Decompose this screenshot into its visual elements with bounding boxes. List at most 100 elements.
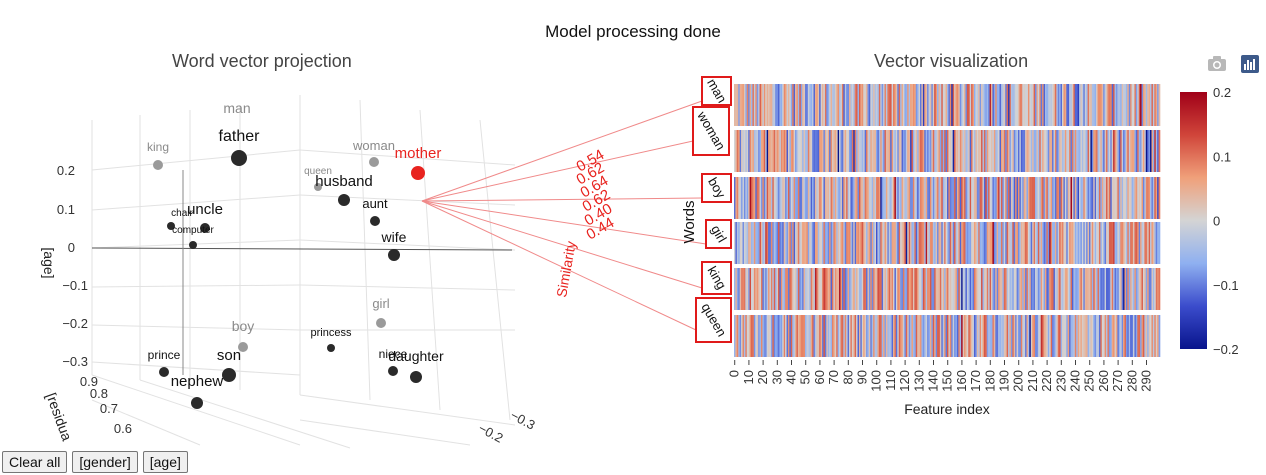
word-point-aunt[interactable]: aunt (362, 196, 388, 226)
heatmap-cell (787, 222, 790, 264)
heatmap-cell (822, 177, 824, 219)
heatmap-cell (751, 268, 753, 310)
word-marker[interactable] (238, 342, 248, 352)
heatmap-row-boy[interactable] (734, 177, 1161, 219)
heatmap-cell (1142, 315, 1145, 357)
heatmap-cell (1144, 177, 1147, 219)
word-marker[interactable] (167, 222, 175, 230)
heatmap-cell (834, 268, 837, 310)
word-marker[interactable] (200, 223, 210, 233)
heatmap-cell (765, 222, 767, 264)
word-point-king[interactable]: king (147, 140, 169, 170)
heatmap-cell (932, 130, 935, 172)
word-marker[interactable] (376, 318, 386, 328)
heatmap-cell (1097, 315, 1100, 357)
heatmap-cell (1121, 268, 1124, 310)
word-point-computer[interactable]: computer (172, 225, 215, 249)
heatmap-cell (860, 268, 863, 310)
heatmap-row-girl[interactable] (734, 222, 1161, 264)
word-marker[interactable] (191, 397, 203, 409)
heatmap-cell (914, 177, 917, 219)
word-point-girl[interactable]: girl (372, 296, 390, 328)
heatmap-cell (1101, 177, 1104, 219)
heatmap-cell (1147, 84, 1149, 126)
heatmap-cell (1039, 177, 1042, 219)
word-point-woman[interactable]: woman (352, 138, 395, 167)
word-marker[interactable] (369, 157, 379, 167)
heatmap-cell (1150, 177, 1152, 219)
heatmap-cell (999, 268, 1002, 310)
word-marker[interactable] (370, 216, 380, 226)
word-point-boy[interactable]: boy (232, 318, 255, 352)
heatmap-cell (895, 84, 898, 126)
heatmap-cell (762, 130, 765, 172)
heatmap-cell (900, 315, 902, 357)
heatmap-cell (806, 177, 809, 219)
word-point-nephew[interactable]: nephew (171, 373, 224, 409)
heatmap-cell (1081, 177, 1084, 219)
word-point-queen[interactable]: queen (304, 166, 332, 191)
heatmap-cell (795, 315, 797, 357)
word-marker[interactable] (410, 371, 422, 383)
word-point-daughter[interactable]: daughter (388, 348, 444, 383)
heatmap-row-king[interactable] (734, 268, 1161, 310)
word-marker[interactable] (388, 366, 398, 376)
heatmap-cell (856, 222, 858, 264)
heatmap-cell (1137, 84, 1139, 126)
word-point-father[interactable]: father (219, 128, 261, 166)
heatmap-cell (822, 130, 824, 172)
heatmap-cell (1052, 222, 1054, 264)
age-axis-button[interactable]: [age] (142, 451, 188, 473)
heatmap-row-man[interactable] (734, 84, 1161, 126)
heatmap-cell (904, 177, 907, 219)
heatmap-cell (969, 130, 972, 172)
word-point-husband[interactable]: husband (315, 173, 373, 206)
word-point-uncle[interactable]: uncle (187, 201, 223, 233)
word-marker[interactable] (189, 241, 197, 249)
heatmap-row-woman[interactable] (734, 130, 1161, 172)
word-marker[interactable] (388, 249, 400, 261)
heatmap-row-queen[interactable] (734, 315, 1161, 357)
heatmap-cell (931, 222, 934, 264)
heatmap-cell (813, 222, 816, 264)
heatmap-cell (822, 268, 824, 310)
heatmap-cell (907, 84, 909, 126)
word-point-chair[interactable]: chair (167, 208, 194, 230)
vector-heatmap[interactable]: 0.540.620.640.620.400.44Similaritymanwom… (0, 0, 1266, 450)
word-point-niece[interactable]: niece (379, 347, 408, 376)
heatmap-cell (854, 222, 857, 264)
heatmap-cell (978, 84, 980, 126)
word-point-princess[interactable]: princess (311, 327, 352, 352)
word-marker[interactable] (338, 194, 350, 206)
word-marker[interactable] (327, 344, 335, 352)
heatmap-cell (861, 315, 864, 357)
heatmap-cell (1131, 268, 1134, 310)
word-point-mother[interactable]: mother (395, 145, 442, 180)
clear-all-button[interactable]: Clear all (2, 451, 68, 473)
heatmap-cell (948, 84, 951, 126)
heatmap-cell (786, 130, 789, 172)
heatmap-cell (968, 315, 971, 357)
word-projection-plot[interactable]: 0.20.10−0.1−0.2−0.30.90.80.70.6 −0.3−0.2[… (0, 0, 700, 450)
word-marker[interactable] (411, 166, 425, 180)
heatmap-cell (959, 315, 962, 357)
heatmap-cell (857, 130, 860, 172)
heatmap-cell (945, 130, 948, 172)
word-point-wife[interactable]: wife (381, 229, 407, 261)
word-marker[interactable] (222, 368, 236, 382)
heatmap-cell (992, 315, 995, 357)
plotly-logo-icon[interactable] (1241, 55, 1259, 73)
word-marker[interactable] (159, 367, 169, 377)
heatmap-cell (1134, 84, 1137, 126)
word-point-man[interactable]: man (223, 100, 250, 116)
word-point-son[interactable]: son (217, 347, 241, 382)
word-marker[interactable] (314, 183, 322, 191)
word-marker[interactable] (153, 160, 163, 170)
word-point-prince[interactable]: prince (148, 348, 181, 377)
word-marker[interactable] (231, 150, 247, 166)
heatmap-cell (775, 315, 777, 357)
gender-axis-button[interactable]: [gender] (72, 451, 138, 473)
camera-icon[interactable] (1207, 55, 1227, 73)
heatmap-cell (742, 177, 745, 219)
heatmap-cell (746, 84, 749, 126)
